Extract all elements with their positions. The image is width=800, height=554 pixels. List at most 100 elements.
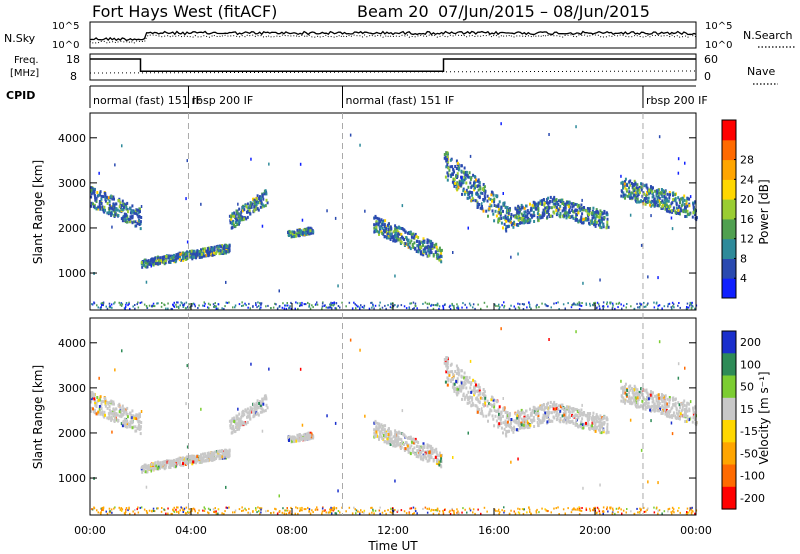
power-echo (287, 232, 290, 236)
power-echo (661, 199, 664, 203)
velocity-echo (405, 442, 408, 446)
velocity-echo (549, 404, 551, 408)
power-echo (93, 192, 96, 196)
power-echo (566, 201, 569, 205)
power-echo (100, 201, 103, 205)
power-echo (507, 219, 510, 223)
power-echo (400, 240, 403, 244)
power-echo (510, 255, 512, 259)
power-echo (657, 307, 659, 310)
power-echo (446, 171, 449, 175)
velocity-echo (580, 412, 583, 416)
velocity-echo (645, 399, 648, 403)
power-echo (92, 205, 95, 208)
velocity-echo (410, 440, 413, 444)
power-echo (203, 301, 205, 304)
power-echo (226, 249, 229, 253)
velocity-echo (378, 437, 380, 441)
power-echo (425, 245, 428, 249)
power-echo (104, 196, 107, 200)
noise-right-label: N.Search (743, 29, 793, 42)
velocity-echo (296, 437, 298, 441)
power-echo (691, 301, 693, 304)
power-echo (165, 255, 168, 258)
power-echo (294, 307, 296, 310)
power-echo (606, 217, 609, 221)
velocity-echo (452, 372, 455, 376)
velocity-echo (108, 408, 111, 412)
power-echo (478, 203, 481, 207)
power-echo (383, 223, 386, 227)
velocity-echo (572, 415, 575, 419)
velocity-echo (215, 457, 217, 460)
power-echo (123, 202, 126, 206)
velocity-echo (235, 414, 238, 418)
velocity-echo (232, 425, 235, 429)
velocity-echo (602, 430, 605, 434)
power-echo (199, 252, 201, 256)
power-echo (456, 161, 459, 165)
velocity-echo (692, 406, 694, 410)
power-echo (184, 307, 187, 310)
velocity-echo (505, 424, 508, 428)
power-echo (207, 306, 209, 309)
power-echo (640, 186, 643, 190)
power-echo (572, 303, 574, 306)
velocity-echo (113, 402, 115, 406)
power-echo (236, 218, 239, 222)
velocity-echo (420, 445, 422, 449)
power-echo (129, 211, 132, 215)
power-echo (494, 209, 497, 213)
velocity-echo (455, 380, 458, 383)
power-echo (664, 196, 667, 200)
velocity-echo (230, 420, 233, 424)
velocity-echo (650, 406, 653, 410)
power-echo (580, 207, 583, 211)
power-echo (636, 302, 638, 305)
velocity-echo (104, 401, 107, 405)
power-echo (568, 200, 571, 204)
power-echo (267, 304, 269, 307)
power-echo (236, 223, 239, 226)
power-echo (104, 208, 106, 212)
power-echo (396, 229, 399, 233)
power-echo (504, 216, 507, 220)
velocity-echo (381, 431, 384, 435)
velocity-echo (638, 405, 640, 409)
power-echo (299, 162, 302, 166)
velocity-echo (557, 408, 560, 411)
power-echo (574, 202, 577, 206)
velocity-echo (685, 407, 688, 411)
power-echo (547, 205, 550, 209)
velocity-echo (533, 425, 536, 428)
power-echo (260, 202, 263, 206)
power-echo (438, 305, 441, 308)
power-echo (514, 307, 517, 310)
velocity-echo (645, 388, 648, 392)
power-echo (415, 235, 418, 239)
power-echo (528, 301, 530, 304)
velocity-echo (179, 460, 182, 464)
power-echo (265, 192, 268, 196)
velocity-echo (591, 421, 594, 425)
power-echo (485, 209, 488, 213)
power-echo (461, 192, 463, 196)
power-echo (238, 214, 241, 218)
velocity-echo (182, 456, 185, 460)
velocity-echo (265, 397, 268, 401)
velocity-echo (473, 393, 476, 397)
velocity-echo (163, 465, 166, 469)
power-echo (695, 216, 698, 220)
velocity-echo (156, 467, 159, 470)
power-echo (108, 306, 111, 309)
power-echo (156, 262, 159, 265)
power-echo (409, 241, 412, 245)
velocity-echo (522, 418, 525, 422)
power-echo (521, 303, 524, 305)
power-echo (237, 202, 239, 206)
power-echo (401, 204, 404, 208)
velocity-echo (594, 429, 597, 433)
power-echo (543, 211, 545, 215)
power-echo (572, 204, 575, 208)
